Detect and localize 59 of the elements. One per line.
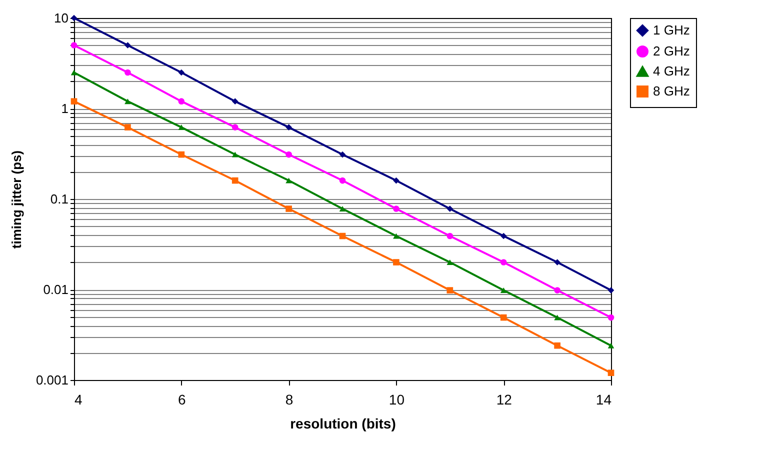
y-axis-title: timing jitter (ps) [8,150,24,249]
point [339,151,346,158]
x-tick-label: 10 [388,392,405,408]
point [339,232,346,240]
point [446,206,454,212]
y-tick-label: 0.1 [50,192,68,206]
y-tick-label: 0.01 [43,282,68,297]
point [446,260,454,265]
point [500,288,507,294]
point [124,42,131,48]
y-tick-label: 0.001 [36,372,68,388]
point [608,314,614,321]
legend-label: 1 GHz [653,22,690,38]
legend-label: 2 GHz [653,44,690,58]
point [124,69,131,76]
point [286,206,292,212]
point [232,177,238,184]
point [393,177,400,184]
point [554,342,560,349]
x-tick-label: 6 [178,392,186,408]
point [232,152,238,158]
point [178,69,185,76]
point [178,151,185,158]
point [393,259,400,266]
point [232,98,238,104]
point [232,124,238,130]
point [608,342,614,348]
point [554,314,560,320]
point [286,178,292,184]
point [70,70,78,76]
point [70,98,78,104]
point [608,287,614,294]
point [339,177,346,184]
point [446,287,454,294]
point [500,314,507,321]
point [286,151,292,158]
point [286,124,292,130]
x-tick-label: 8 [285,392,294,408]
x-tick-label: 4 [74,392,82,408]
legend-label: 8 GHz [653,84,690,98]
x-axis-title: resolution (bits) [290,416,396,432]
point [393,206,400,212]
point [608,370,614,376]
point [178,124,185,130]
point [500,232,507,240]
x-tick-label: 14 [596,392,612,408]
point [393,233,400,239]
point [339,206,346,212]
point [446,232,454,240]
x-tick-label: 12 [496,392,512,408]
legend-label: 4 GHz [653,64,690,78]
point [178,98,185,104]
point [124,124,131,130]
y-tick-label: 10 [54,10,68,26]
point [554,259,560,266]
point [500,259,507,266]
y-tick-label: 1 [61,101,68,116]
point [124,98,131,104]
point [554,287,560,294]
